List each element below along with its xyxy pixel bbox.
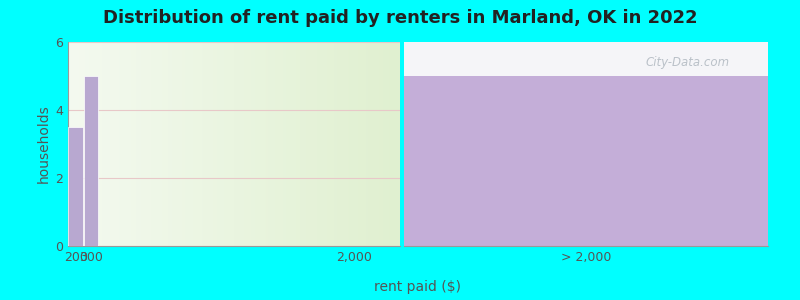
Text: rent paid ($): rent paid ($) — [374, 280, 462, 294]
Bar — [404, 76, 768, 246]
Bar — [84, 76, 98, 246]
Bar — [68, 127, 83, 246]
Text: Distribution of rent paid by renters in Marland, OK in 2022: Distribution of rent paid by renters in … — [102, 9, 698, 27]
Text: City-Data.com: City-Data.com — [646, 56, 730, 69]
Y-axis label: households: households — [37, 105, 51, 183]
